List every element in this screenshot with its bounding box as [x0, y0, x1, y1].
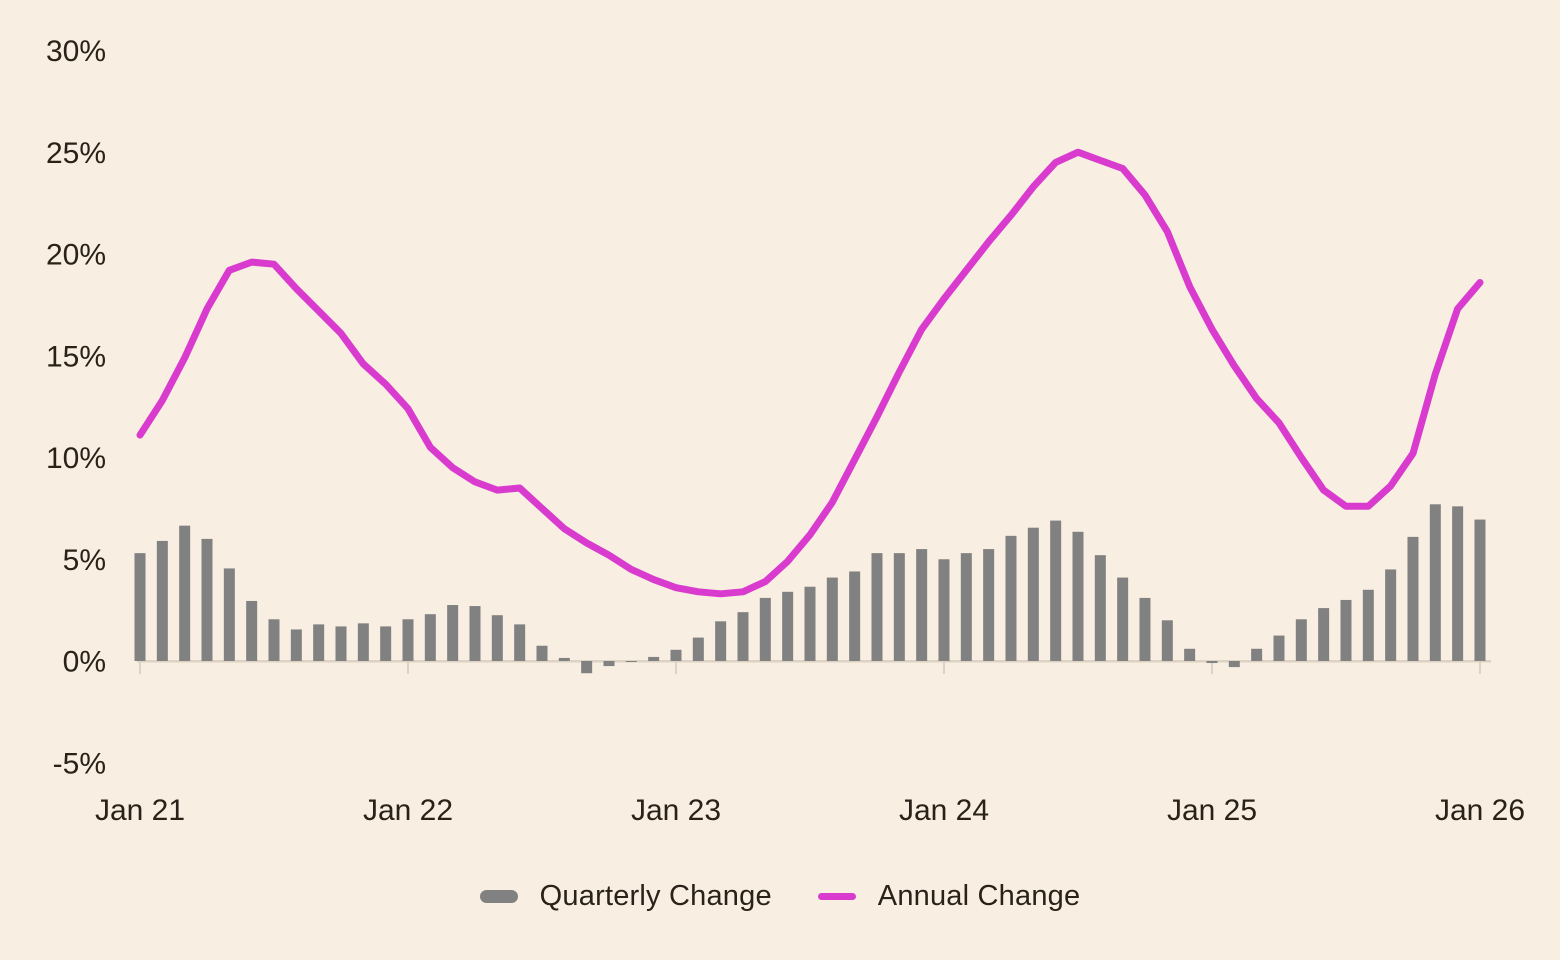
quarterly-change-bar — [1184, 648, 1196, 661]
quarterly-change-bar — [1072, 531, 1084, 661]
x-axis-tick — [942, 661, 945, 674]
legend-item-annual: Annual Change — [817, 880, 1081, 913]
quarterly-legend-label: Quarterly Change — [539, 880, 772, 912]
quarterly-change-bar — [1005, 535, 1017, 661]
quarterly-change-bar — [826, 577, 838, 661]
quarterly-change-bar — [916, 549, 928, 661]
quarterly-change-bar — [715, 621, 727, 661]
quarterly-change-bar — [1228, 661, 1240, 668]
quarterly-change-bar — [1273, 635, 1285, 661]
quarterly-change-bar — [737, 612, 749, 661]
x-axis-tick — [1210, 661, 1213, 674]
quarterly-change-bar — [491, 615, 503, 661]
quarterly-change-bar — [357, 623, 369, 661]
quarterly-change-bar — [134, 553, 146, 661]
annual-legend-label: Annual Change — [877, 880, 1081, 912]
quarterly-change-bar — [804, 586, 816, 661]
quarterly-change-bar — [558, 657, 570, 661]
quarterly-change-bar — [893, 553, 905, 661]
quarterly-change-bar — [1027, 527, 1039, 661]
quarterly-change-bar — [960, 553, 972, 661]
y-tick-label: 10% — [46, 442, 106, 475]
quarterly-change-bar — [983, 549, 995, 661]
y-tick-label: 5% — [63, 544, 106, 577]
quarterly-change-bar — [469, 606, 481, 661]
legend-item-quarterly: Quarterly Change — [479, 880, 772, 913]
quarterly-bar-swatch-icon — [479, 890, 518, 903]
quarterly-change-bar — [201, 538, 213, 661]
quarterly-change-bar — [1094, 555, 1106, 661]
quarterly-change-bar — [1161, 620, 1173, 661]
quarterly-change-bar — [938, 559, 950, 661]
quarterly-change-bar — [759, 597, 771, 661]
quarterly-change-bar — [670, 649, 682, 661]
chart-legend: Quarterly Change Annual Change — [0, 880, 1560, 913]
quarterly-change-bar — [313, 624, 325, 661]
quarterly-change-bar — [268, 619, 280, 661]
quarterly-change-bar — [380, 626, 392, 661]
quarterly-change-bar — [1295, 619, 1307, 661]
x-tick-label: Jan 26 — [1435, 794, 1525, 827]
annual-change-line — [136, 148, 1484, 598]
quarterly-change-bar — [179, 525, 191, 661]
quarterly-change-bar — [603, 661, 615, 667]
quarterly-change-bar — [1139, 597, 1151, 661]
x-tick-label: Jan 21 — [95, 794, 185, 827]
quarterly-change-bar — [246, 600, 258, 661]
quarterly-change-bar — [1429, 504, 1441, 661]
quarterly-change-bar — [1050, 520, 1062, 661]
quarterly-change-bar — [581, 661, 593, 674]
x-axis-line — [137, 660, 1491, 663]
quarterly-change-bar — [335, 626, 347, 661]
x-axis-tick — [406, 661, 409, 674]
quarterly-change-bar — [1117, 577, 1129, 661]
quarterly-change-bar — [536, 645, 548, 661]
quarterly-change-bar — [1340, 599, 1352, 661]
y-tick-label: 30% — [46, 35, 106, 68]
quarterly-change-bar — [782, 591, 794, 661]
x-tick-label: Jan 24 — [899, 794, 989, 827]
quarterly-change-bar — [1474, 519, 1486, 661]
quarterly-change-bar — [1251, 648, 1263, 661]
quarterly-change-bar — [1318, 608, 1330, 661]
x-axis-tick — [139, 661, 141, 674]
quarterly-change-bar — [1452, 506, 1464, 661]
quarterly-change-bar — [514, 624, 526, 661]
y-tick-label: -5% — [53, 747, 106, 780]
quarterly-change-bar — [156, 540, 168, 661]
x-tick-label: Jan 22 — [363, 794, 453, 827]
y-tick-label: 25% — [46, 137, 106, 170]
quarterly-change-bar — [871, 553, 883, 661]
y-tick-label: 15% — [46, 340, 106, 373]
quarterly-change-bar — [447, 605, 459, 661]
x-tick-label: Jan 25 — [1167, 794, 1257, 827]
quarterly-change-bar — [625, 661, 637, 663]
quarterly-change-bar — [424, 614, 436, 661]
quarterly-change-bar — [1206, 661, 1218, 664]
x-axis-tick — [674, 661, 677, 674]
quarterly-change-bar — [1385, 569, 1397, 661]
annual-line-swatch-icon — [817, 893, 856, 900]
quarterly-change-bar — [290, 629, 302, 661]
quarterly-change-bar — [402, 619, 414, 661]
x-tick-label: Jan 23 — [631, 794, 721, 827]
y-tick-label: 0% — [63, 646, 106, 679]
y-tick-label: 20% — [46, 239, 106, 272]
quarterly-change-bar — [1407, 536, 1419, 661]
quarterly-change-bar — [648, 656, 660, 661]
quarterly-change-bar — [1362, 589, 1374, 661]
quarterly-change-bar — [849, 571, 861, 661]
quarterly-change-bar — [223, 568, 235, 661]
quarterly-change-bar — [692, 637, 704, 661]
x-axis-tick — [1478, 661, 1481, 674]
